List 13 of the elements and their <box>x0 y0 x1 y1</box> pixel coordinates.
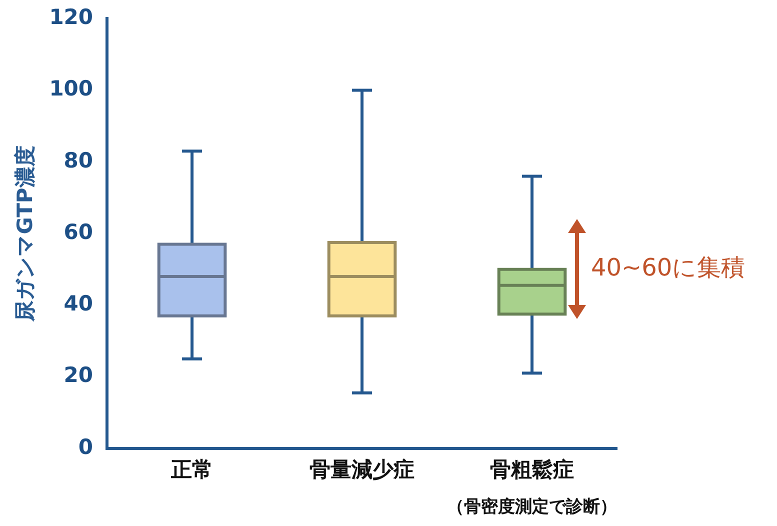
y-tick-label: 0 <box>78 434 94 459</box>
x-tick-label: 骨粗鬆症 <box>490 457 574 482</box>
y-tick-label: 40 <box>64 292 94 316</box>
x-tick-label: 正常 <box>170 457 214 482</box>
y-tick-label: 20 <box>64 363 94 388</box>
y-axis-title: 尿ガンマGTP濃度 <box>13 146 38 322</box>
y-tick-label: 80 <box>64 148 94 172</box>
x-tick-label: 骨量減少症 <box>310 457 415 482</box>
x-axis-title: （骨密度測定で診断） <box>447 497 617 518</box>
annotation: 40~60に集積 <box>591 253 746 282</box>
y-tick-label: 60 <box>64 220 94 244</box>
y-tick-label: 100 <box>49 76 94 101</box>
y-tick-label: 120 <box>49 5 94 30</box>
